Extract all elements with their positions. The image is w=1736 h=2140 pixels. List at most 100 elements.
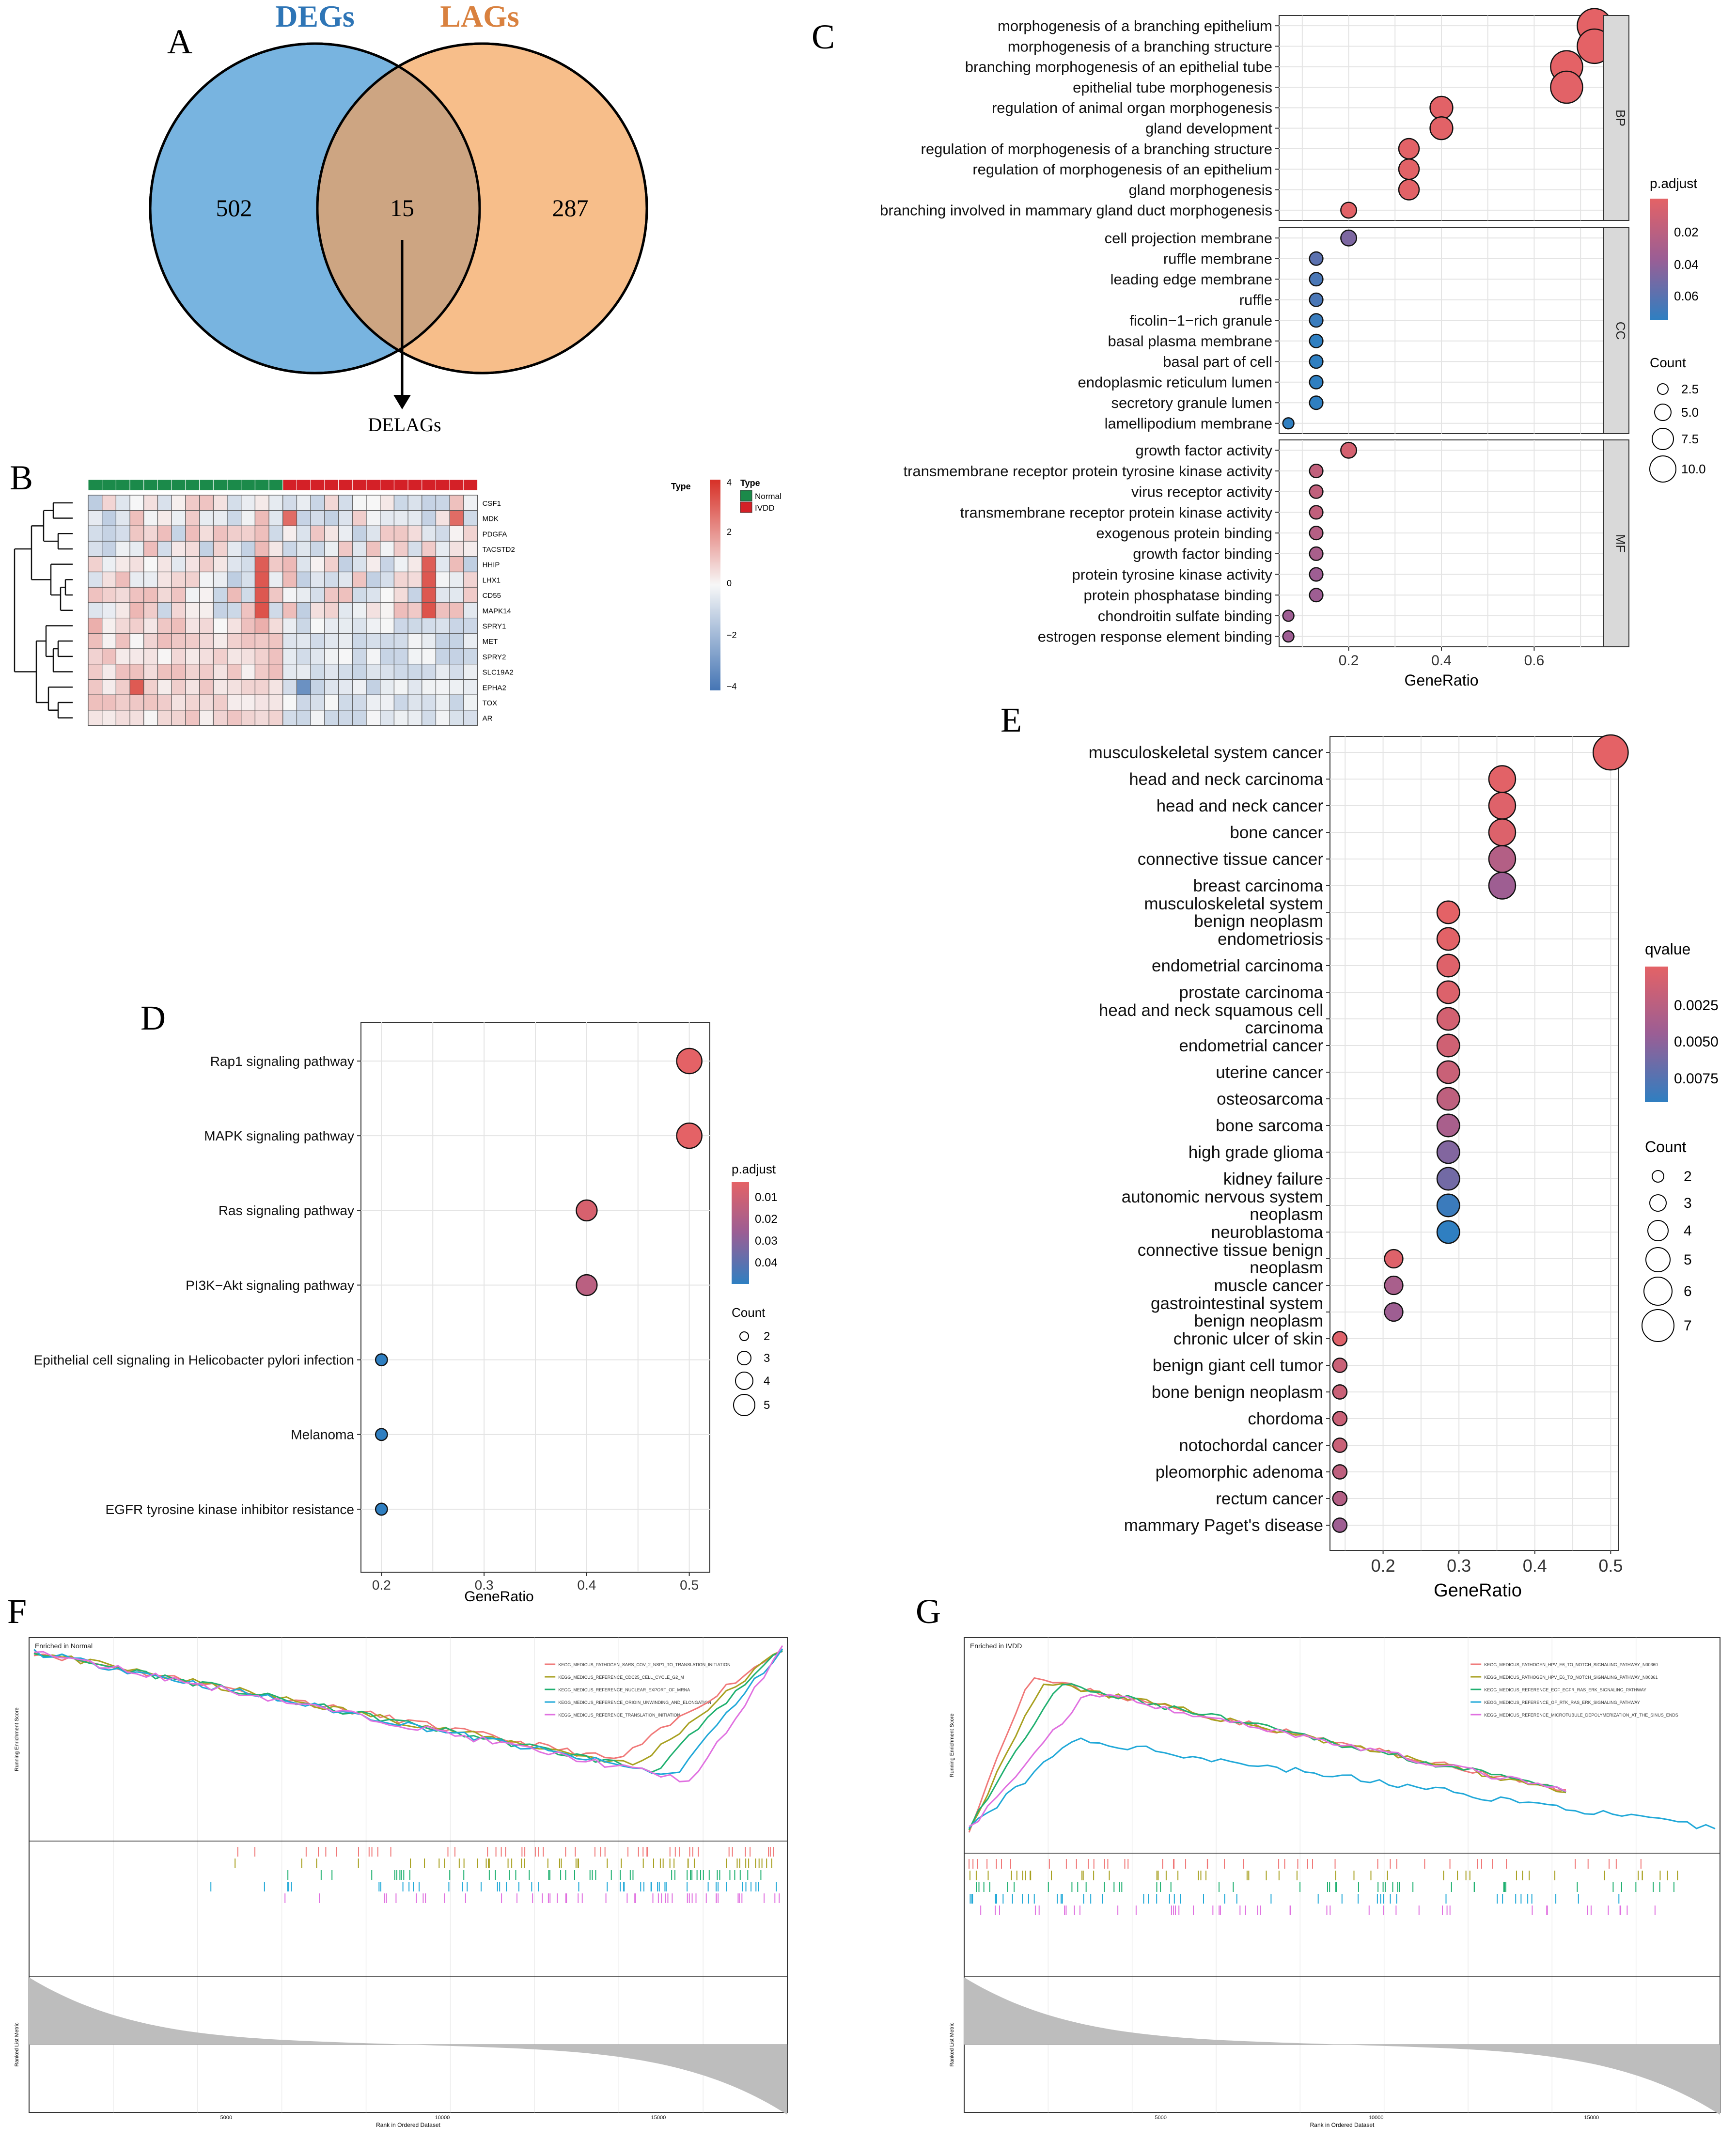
d-size-label-3: 4 <box>764 1375 770 1388</box>
heatmap-cell <box>241 633 256 649</box>
heatmap-cell <box>310 710 325 726</box>
heatmap-cell <box>296 679 311 695</box>
c-term-label: protein phosphatase binding <box>1083 587 1272 604</box>
type-legend-ivdd-swatch <box>740 501 752 513</box>
annotation-cell <box>324 479 339 491</box>
heatmap-cell <box>296 602 311 619</box>
heatmap-cell <box>88 571 103 588</box>
heatmap-cell <box>213 525 228 542</box>
heatmap-cell <box>449 556 464 573</box>
c-term-label: basal plasma membrane <box>1108 333 1272 350</box>
heatmap-cell <box>449 525 464 542</box>
heatmap-cell <box>435 556 450 573</box>
e-size-5 <box>1645 1247 1671 1272</box>
heatmap-cell <box>157 617 172 634</box>
heatmap-cell <box>407 541 422 557</box>
annotation-cell <box>199 479 214 491</box>
c-dot <box>1309 313 1324 328</box>
c-term-label: basal part of cell <box>1163 353 1272 370</box>
e-term-label: notochordal cancer <box>1179 1436 1323 1455</box>
heatmap-cell <box>227 664 242 680</box>
heatmap-cell <box>407 617 422 634</box>
heatmap-cell <box>366 648 381 665</box>
heatmap-cell <box>185 633 200 649</box>
c-dot <box>1398 138 1420 160</box>
heatmap-cell <box>422 510 437 526</box>
heatmap-cell <box>129 587 144 603</box>
e-dot <box>1436 1087 1460 1111</box>
heatmap-cell <box>422 602 437 619</box>
d-x-tick-label: 0.2 <box>372 1578 391 1593</box>
c-term-label: ruffle membrane <box>1163 250 1272 267</box>
e-x-tick-label: 0.5 <box>1598 1556 1623 1576</box>
c-xlabel: GeneRatio <box>1405 672 1479 689</box>
panel-c-letter: C <box>812 17 835 56</box>
heatmap-cell <box>422 495 437 511</box>
e-term-label: chronic ulcer of skin <box>1173 1329 1323 1348</box>
heatmap-cell <box>380 556 395 573</box>
d-size-5 <box>733 1394 755 1416</box>
d-legend: p.adjust 0.01 0.02 0.03 0.04 Count 2 3 4… <box>732 1162 778 1416</box>
panel-a-letter: A <box>167 22 192 61</box>
heatmap-cell <box>366 571 381 588</box>
heatmap-cell <box>422 541 437 557</box>
heatmap-cell <box>88 648 103 665</box>
type-legend-ivdd-label: IVDD <box>755 503 775 513</box>
gsea-ylabel-bottom: Ranked List Metric <box>14 2022 20 2067</box>
gene-label: TOX <box>483 699 498 707</box>
gsea-legend-label: KEGG_MEDICUS_REFERENCE_EGF_EGFR_RAS_ERK_… <box>1484 1687 1646 1692</box>
heatmap-cell <box>227 495 242 511</box>
e-term-label: prostate carcinoma <box>1179 983 1323 1002</box>
d-dot <box>676 1122 703 1149</box>
heatmap-cell <box>157 556 172 573</box>
c-dot <box>1429 116 1454 141</box>
heatmap-cell <box>435 541 450 557</box>
d-term-label: Ras signaling pathway <box>219 1203 354 1218</box>
heatmap-cell <box>407 510 422 526</box>
heatmap-cell <box>282 710 297 726</box>
heatmap-cell <box>407 587 422 603</box>
heatmap-cell <box>282 556 297 573</box>
c-term-label: growth factor activity <box>1135 442 1272 459</box>
heatmap-cell <box>129 679 144 695</box>
d-dot <box>576 1199 598 1221</box>
annotation-cell <box>352 479 367 491</box>
heatmap-cell <box>115 694 130 711</box>
heatmap-cell <box>129 556 144 573</box>
heatmap-cell <box>254 710 269 726</box>
heatmap-cell <box>199 664 214 680</box>
heatmap-cell <box>88 617 103 634</box>
heatmap-cell <box>407 525 422 542</box>
e-legend-size-title: Count <box>1645 1138 1687 1156</box>
d-legend-color-tick-2: 0.02 <box>755 1213 778 1226</box>
heatmap-cell <box>143 525 158 542</box>
heatmap-cell <box>449 664 464 680</box>
heatmap-cell <box>393 587 408 603</box>
heatmap-cell <box>143 679 158 695</box>
heatmap-cell <box>324 679 339 695</box>
heatmap-cell <box>199 648 214 665</box>
d-term-label: PI3K−Akt signaling pathway <box>186 1278 354 1293</box>
heatmap-cell <box>338 525 353 542</box>
gene-label: TACSTD2 <box>483 546 515 554</box>
heatmap-cell <box>366 495 381 511</box>
heatmap-cell <box>310 556 325 573</box>
c-dot <box>1309 272 1324 287</box>
heatmap-cell <box>88 679 103 695</box>
c-dot <box>1340 229 1358 247</box>
heatmap-cell <box>435 648 450 665</box>
e-dot <box>1332 1464 1348 1480</box>
e-term-label: bone sarcoma <box>1216 1116 1323 1135</box>
heatmap-cell <box>407 648 422 665</box>
heatmap-cell <box>435 495 450 511</box>
c-size-5 <box>1654 404 1672 421</box>
heatmap-cell <box>213 617 228 634</box>
e-term-label: benign neoplasm <box>1194 912 1323 931</box>
heatmap-cell <box>393 556 408 573</box>
scale-tick-m4: −4 <box>727 682 737 691</box>
gene-label: CD55 <box>483 592 501 600</box>
go-dotplot: morphogenesis of a branching epithelium m… <box>880 8 1629 669</box>
c-size-2.5 <box>1657 383 1669 395</box>
c-size-10 <box>1649 455 1676 483</box>
heatmap-cell <box>393 541 408 557</box>
